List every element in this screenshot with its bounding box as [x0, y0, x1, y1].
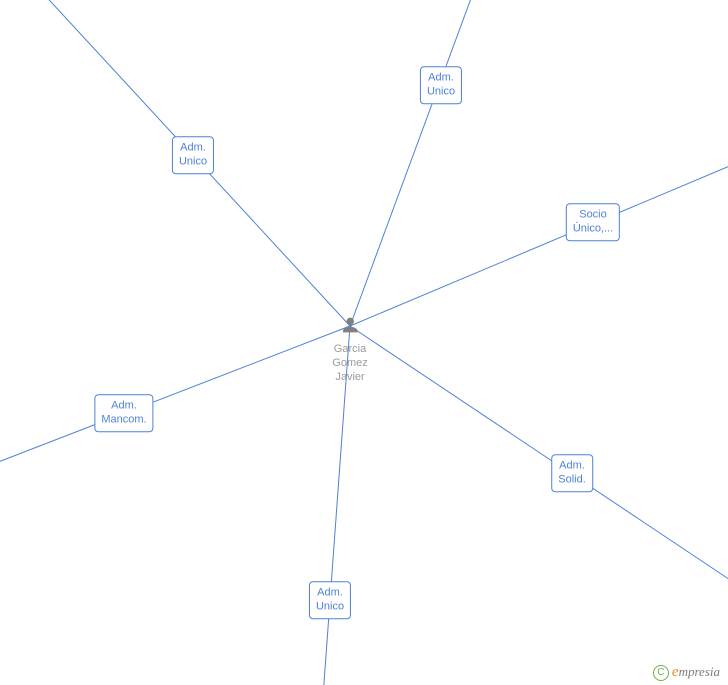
edge-line	[0, 326, 350, 500]
edge-label-box[interactable]: Socio Único,...	[566, 203, 620, 241]
center-person-node[interactable]: Garcia Gomez Javier	[332, 314, 367, 384]
edge-label-box[interactable]: Adm. Unico	[420, 66, 462, 104]
edge-label-box[interactable]: Adm. Unico	[172, 136, 214, 174]
edge-label-box[interactable]: Adm. Solid.	[551, 454, 593, 492]
watermark: Cempresia	[653, 664, 720, 681]
copyright-icon: C	[653, 665, 669, 681]
edge-label-box[interactable]: Adm. Unico	[309, 581, 351, 619]
edge-line	[350, 326, 728, 620]
person-icon	[339, 314, 361, 336]
brand-rest: mpresia	[679, 664, 720, 679]
edge-line	[350, 130, 728, 326]
brand-first-letter: e	[672, 664, 679, 680]
center-person-label: Garcia Gomez Javier	[332, 343, 367, 384]
edge-label-box[interactable]: Adm. Mancom.	[94, 394, 153, 432]
edge-line	[350, 0, 500, 326]
